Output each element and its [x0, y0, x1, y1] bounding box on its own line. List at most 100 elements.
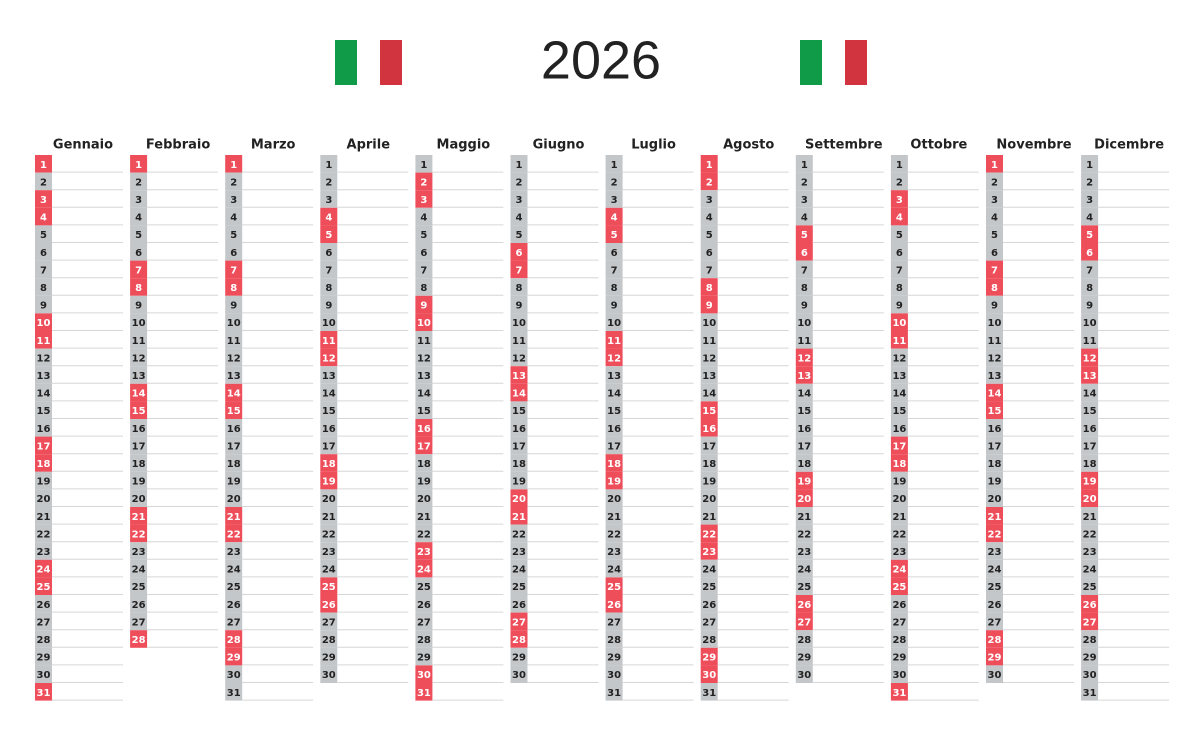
day-box: [986, 507, 1003, 525]
day-box: [795, 260, 813, 279]
day-box: [130, 190, 148, 208]
day-number: 18: [892, 459, 906, 470]
day-box: [130, 436, 148, 455]
day-number: 5: [516, 230, 523, 241]
day-number: 2: [516, 177, 523, 188]
day-box: [415, 665, 433, 683]
day-number: 3: [325, 195, 332, 206]
day-box: [130, 260, 148, 279]
day-number: 1: [706, 160, 713, 171]
day-box: [130, 595, 148, 613]
day-number: 14: [417, 389, 431, 400]
day-number: 6: [1086, 248, 1093, 259]
day-number: 13: [797, 371, 811, 382]
day-box: [890, 401, 908, 419]
day-box: [1081, 577, 1099, 595]
day-number: 6: [991, 248, 998, 259]
day-box: [700, 331, 718, 349]
day-box: [35, 524, 52, 543]
day-number: 23: [797, 547, 811, 558]
day-number: 25: [988, 582, 1002, 593]
day-number: 17: [37, 441, 51, 452]
month-name: Luglio: [631, 138, 676, 153]
day-number: 9: [611, 301, 618, 312]
day-number: 15: [512, 406, 526, 417]
day-number: 31: [417, 688, 431, 699]
day-box: [130, 366, 148, 384]
day-number: 19: [132, 477, 146, 488]
day-number: 30: [227, 670, 241, 681]
day-number: 6: [230, 248, 237, 259]
day-box: [35, 612, 52, 631]
day-number: 25: [227, 582, 241, 593]
day-number: 26: [512, 600, 526, 611]
day-number: 20: [892, 494, 906, 505]
day-box: [320, 507, 338, 525]
day-number: 18: [512, 459, 526, 470]
month-name: Gennaio: [53, 138, 113, 153]
day-number: 12: [132, 353, 146, 364]
day-box: [35, 559, 52, 578]
day-box: [1081, 243, 1099, 261]
day-number: 14: [607, 389, 621, 400]
day-box: [130, 383, 148, 402]
day-box: [795, 366, 813, 384]
day-box: [320, 647, 338, 666]
day-number: 15: [892, 406, 906, 417]
day-box: [795, 278, 813, 296]
day-number: 5: [896, 230, 903, 241]
day-box: [415, 313, 433, 331]
day-box: [130, 401, 148, 419]
month-name: Maggio: [437, 138, 491, 153]
day-number: 2: [40, 177, 47, 188]
day-number: 28: [702, 635, 716, 646]
day-box: [510, 313, 528, 331]
day-number: 27: [132, 617, 146, 628]
day-number: 10: [37, 318, 51, 329]
day-box: [890, 559, 908, 578]
day-box: [510, 507, 528, 525]
day-number: 27: [322, 617, 336, 628]
day-box: [320, 542, 338, 560]
day-number: 14: [132, 389, 146, 400]
day-box: [605, 489, 623, 507]
day-number: 19: [417, 477, 431, 488]
day-box: [700, 665, 718, 683]
day-number: 10: [892, 318, 906, 329]
day-number: 22: [512, 529, 526, 540]
day-box: [890, 542, 908, 560]
day-number: 13: [417, 371, 431, 382]
day-number: 27: [702, 617, 716, 628]
day-number: 20: [417, 494, 431, 505]
day-box: [225, 507, 243, 525]
day-number: 1: [230, 160, 237, 171]
day-box: [35, 436, 52, 455]
day-number: 12: [37, 353, 51, 364]
day-box: [415, 595, 433, 613]
day-box: [35, 243, 52, 261]
day-box: [986, 172, 1003, 191]
day-number: 3: [1086, 195, 1093, 206]
day-number: 19: [892, 477, 906, 488]
day-box: [890, 471, 908, 490]
day-box: [510, 348, 528, 367]
day-box: [890, 190, 908, 208]
day-box: [986, 207, 1003, 226]
day-number: 20: [37, 494, 51, 505]
day-number: 24: [417, 565, 431, 576]
day-number: 30: [37, 670, 51, 681]
day-box: [35, 665, 52, 683]
day-number: 4: [611, 213, 618, 224]
day-number: 3: [896, 195, 903, 206]
day-box: [700, 489, 718, 507]
day-number: 23: [417, 547, 431, 558]
day-box: [795, 331, 813, 349]
day-box: [415, 172, 433, 191]
day-number: 29: [607, 653, 621, 664]
day-box: [320, 524, 338, 543]
day-number: 7: [706, 265, 713, 276]
day-box: [700, 207, 718, 226]
day-box: [225, 383, 243, 402]
day-number: 9: [801, 301, 808, 312]
day-number: 8: [611, 283, 618, 294]
